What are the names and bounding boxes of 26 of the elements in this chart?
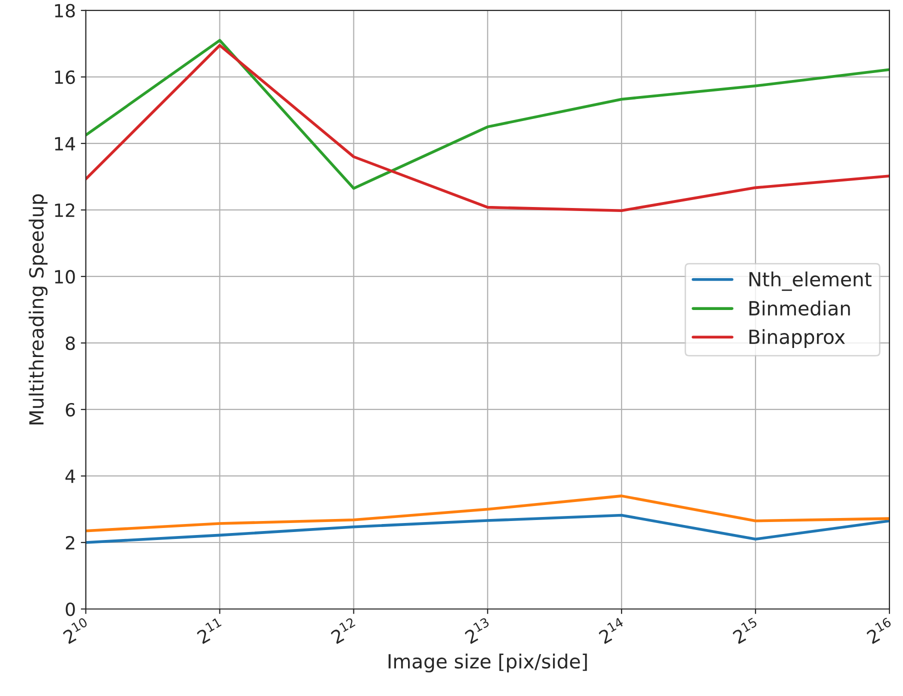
y-axis-title: Multithreading Speedup: [28, 194, 48, 424]
y-tick-label: 12: [55, 203, 74, 217]
x-tick-label: 2$^{12}$: [328, 617, 359, 644]
y-tick-label: 16: [55, 70, 75, 84]
line-series: [86, 44, 890, 212]
y-tick-label: 6: [66, 402, 75, 417]
y-tick-label: 4: [65, 470, 76, 483]
y-tick-label: 18: [55, 4, 75, 18]
x-tick-label: 2$^{14}$: [596, 617, 628, 644]
y-tick-label: 14: [55, 137, 76, 150]
x-tick-label: 2$^{11}$: [195, 617, 225, 644]
x-tick-label: 2$^{10}$: [61, 617, 92, 644]
x-tick-label: 2$^{13}$: [462, 617, 494, 644]
legend-label: Nth_element: [749, 272, 872, 291]
y-tick-label: 2: [66, 536, 74, 550]
line-series: [86, 494, 890, 532]
line-series: [86, 514, 890, 544]
legend-label: Binapprox: [749, 329, 845, 348]
x-tick-label: 2$^{16}$: [864, 617, 896, 644]
y-tick-label: 10: [55, 270, 75, 284]
x-tick-label: 2$^{15}$: [730, 617, 761, 644]
y-tick-label: 8: [66, 336, 75, 350]
line-series: [86, 38, 890, 190]
y-tick-label: 0: [66, 602, 75, 616]
x-axis-title: Image size [pix/side]: [388, 654, 587, 672]
legend-label: Binmedian: [749, 300, 850, 316]
